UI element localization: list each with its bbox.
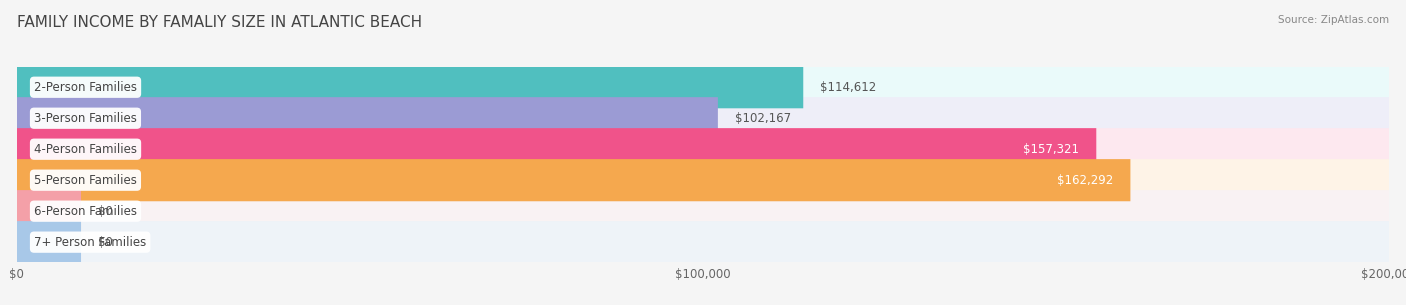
FancyBboxPatch shape: [17, 66, 803, 108]
FancyBboxPatch shape: [17, 190, 1389, 232]
Text: 7+ Person Families: 7+ Person Families: [34, 236, 146, 249]
FancyBboxPatch shape: [17, 97, 1389, 139]
Text: 5-Person Families: 5-Person Families: [34, 174, 136, 187]
Text: $114,612: $114,612: [821, 81, 877, 94]
FancyBboxPatch shape: [17, 128, 1389, 170]
FancyBboxPatch shape: [17, 159, 1389, 201]
Text: $157,321: $157,321: [1024, 143, 1080, 156]
FancyBboxPatch shape: [17, 159, 1130, 201]
Text: $102,167: $102,167: [735, 112, 792, 125]
Text: $0: $0: [98, 205, 112, 218]
Text: $162,292: $162,292: [1057, 174, 1114, 187]
Text: 2-Person Families: 2-Person Families: [34, 81, 136, 94]
Text: Source: ZipAtlas.com: Source: ZipAtlas.com: [1278, 15, 1389, 25]
FancyBboxPatch shape: [17, 97, 718, 139]
Text: 6-Person Families: 6-Person Families: [34, 205, 136, 218]
Text: $0: $0: [98, 236, 112, 249]
FancyBboxPatch shape: [17, 221, 82, 263]
Text: 3-Person Families: 3-Person Families: [34, 112, 136, 125]
FancyBboxPatch shape: [17, 190, 82, 232]
Text: FAMILY INCOME BY FAMALIY SIZE IN ATLANTIC BEACH: FAMILY INCOME BY FAMALIY SIZE IN ATLANTI…: [17, 15, 422, 30]
FancyBboxPatch shape: [17, 66, 1389, 108]
Text: 4-Person Families: 4-Person Families: [34, 143, 136, 156]
FancyBboxPatch shape: [17, 221, 1389, 263]
FancyBboxPatch shape: [17, 128, 1097, 170]
